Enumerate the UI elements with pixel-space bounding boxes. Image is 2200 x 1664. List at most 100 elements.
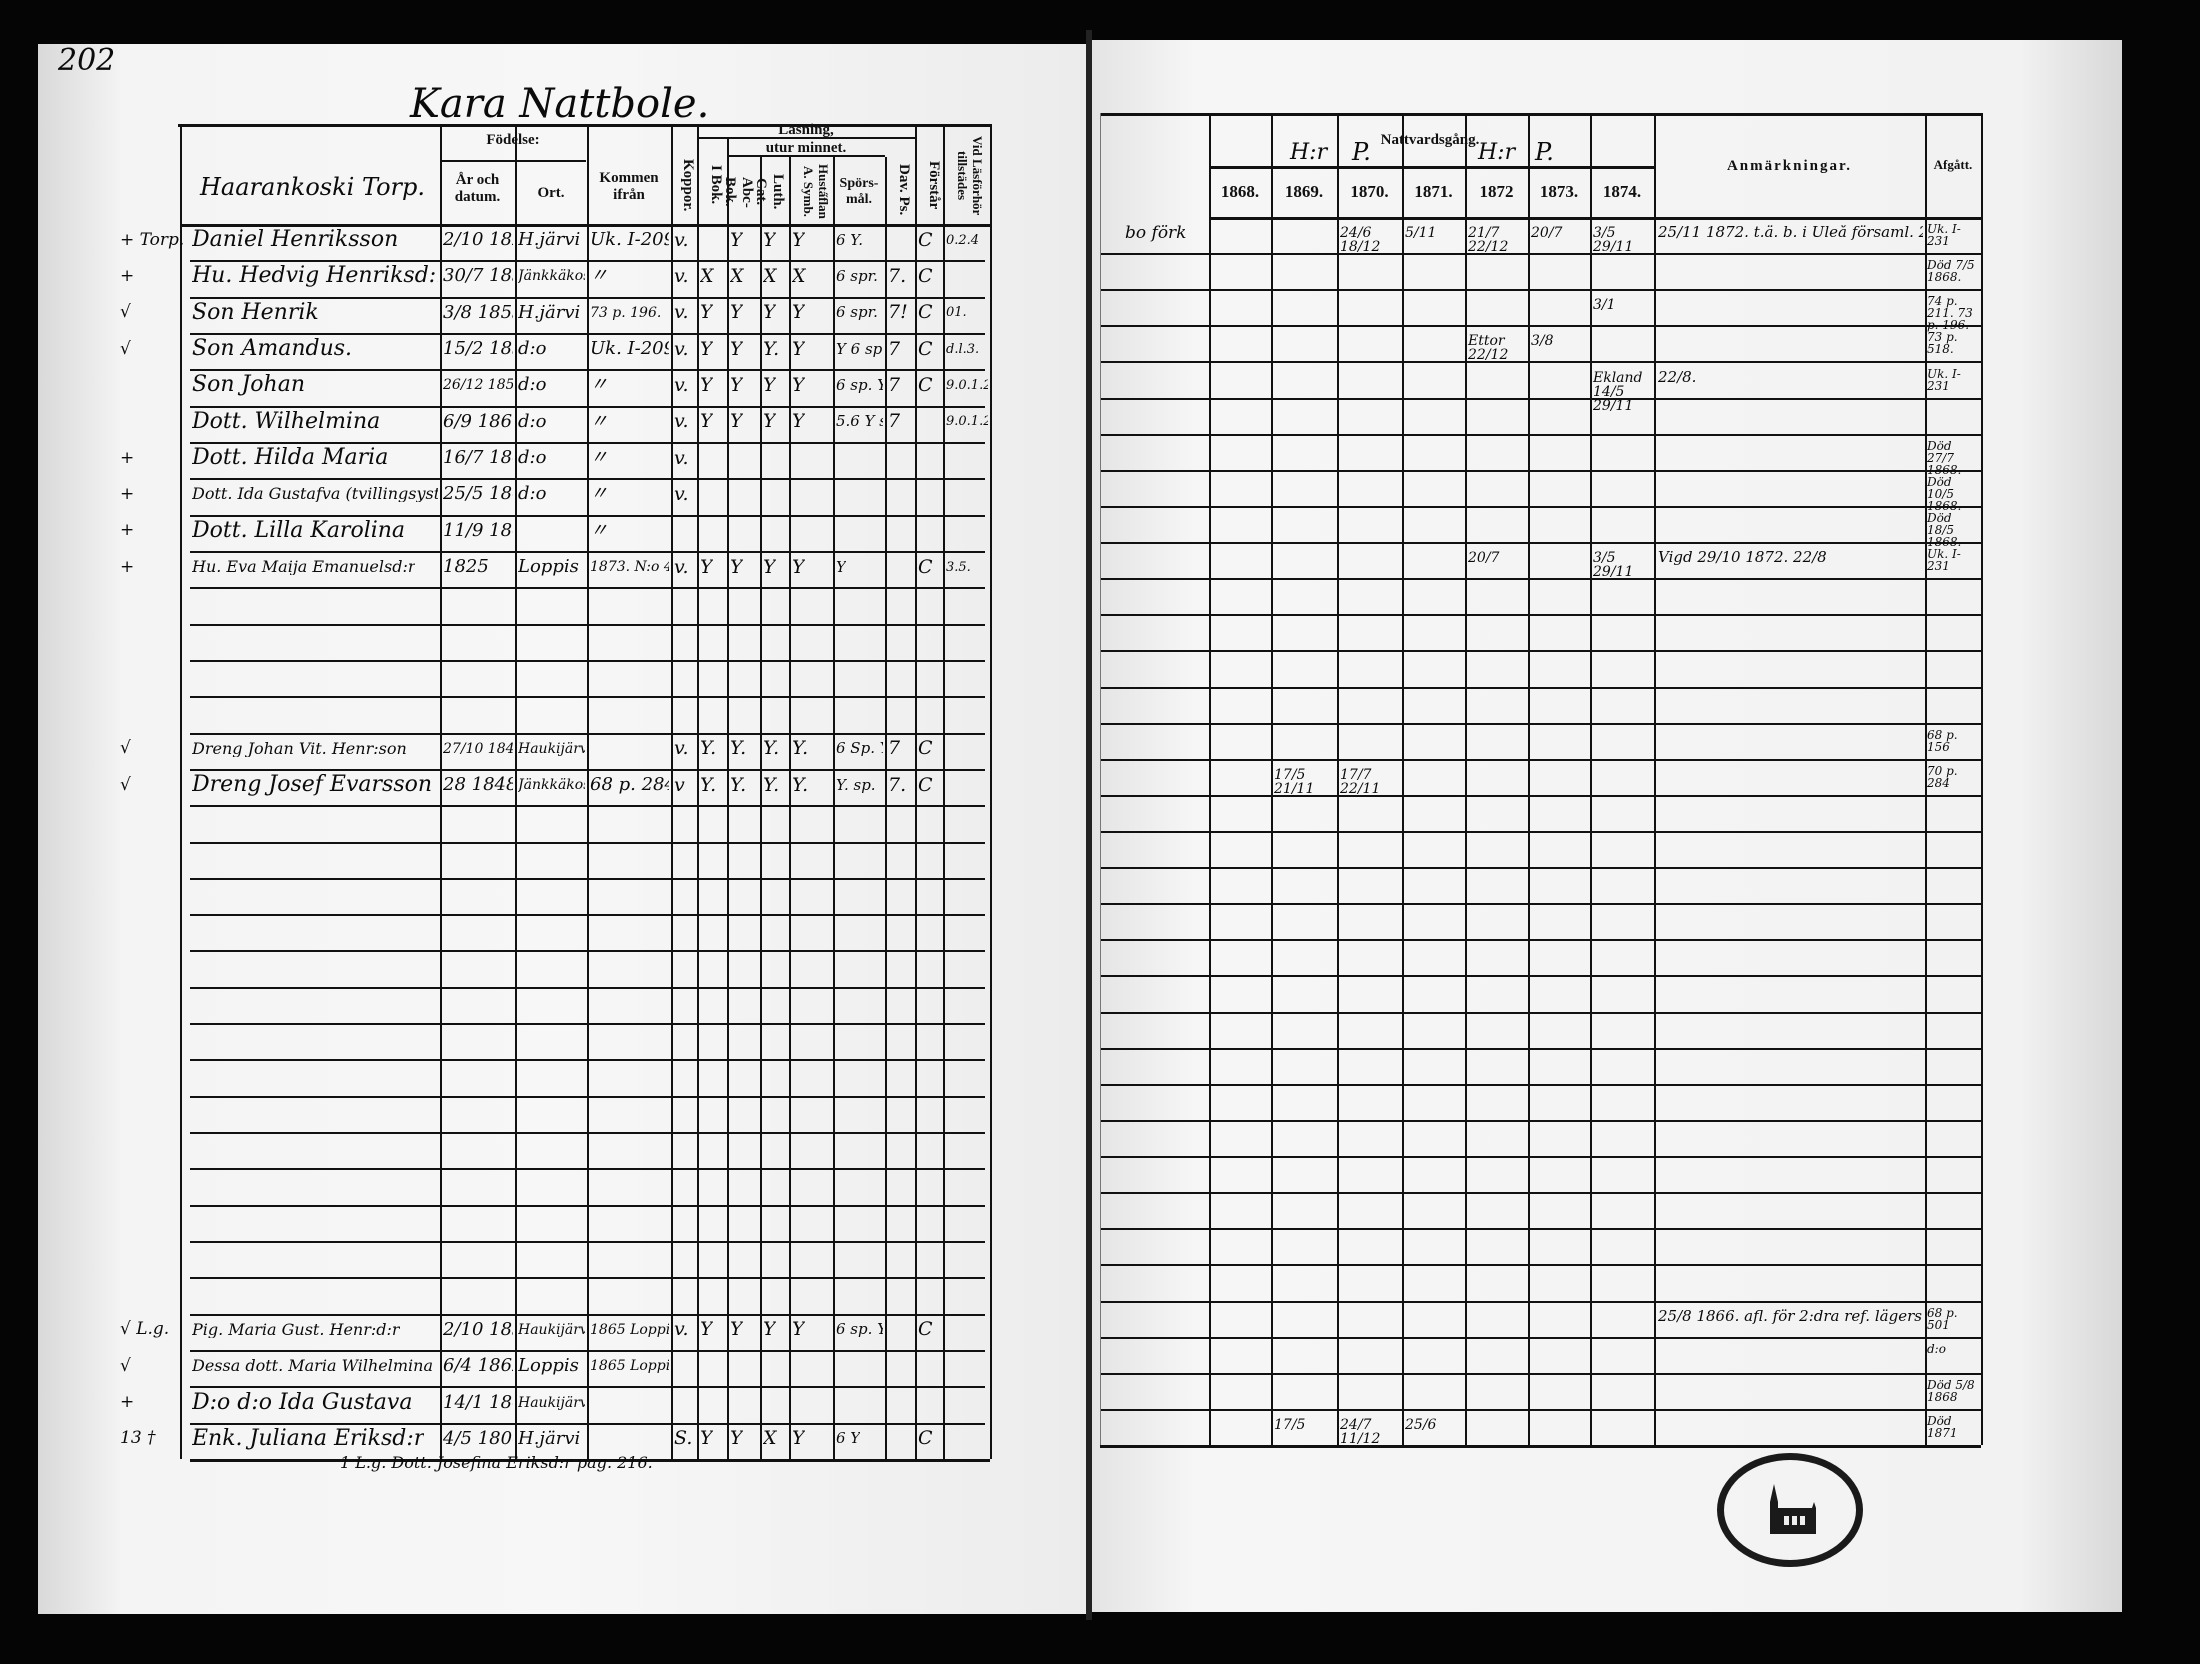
- birth-date: 30/7 1832: [443, 267, 513, 285]
- forstar: C: [918, 267, 933, 286]
- sporsmal: 6 spr. Y: [836, 269, 883, 284]
- person-name: Hu. Eva Maija Emanuelsd:r: [192, 559, 416, 575]
- column-line: [180, 124, 182, 1459]
- column-line: [990, 124, 992, 1459]
- abc-bok: Y: [730, 558, 743, 577]
- row-line: [1100, 361, 1981, 363]
- pre-note: bo förk: [1125, 223, 1187, 243]
- communion-date-1874: Ekland 14/5 29/11: [1593, 370, 1643, 414]
- row-line: [1100, 1156, 1981, 1158]
- header-koppor: Koppor.: [680, 158, 696, 212]
- koppor: v.: [674, 449, 689, 468]
- remark: 25/11 1872. t.ä. b. i Uleå församl. 22/8: [1658, 225, 1923, 240]
- communion-date-1872: Ettor 22/12: [1468, 333, 1509, 363]
- row-line: [1100, 470, 1981, 472]
- column-line: [760, 157, 762, 1459]
- communion-date-1872: 21/7 22/12: [1468, 225, 1509, 255]
- column-line: [697, 124, 699, 1459]
- hustaflan: X: [792, 267, 806, 286]
- communion-date-1874: 3/1: [1593, 297, 1616, 313]
- birth-place: Haukijärvi: [518, 1396, 585, 1410]
- luth-cat: Y: [763, 376, 776, 395]
- hustaflan: Y: [792, 376, 805, 395]
- row-line: [1100, 795, 1981, 797]
- afgatt: 70 p. 284: [1927, 764, 1958, 790]
- i-bok: X: [700, 267, 714, 286]
- person-name: Dott. Ida Gustafva (tvillingsyster): [192, 486, 438, 502]
- person-name: Son Johan: [192, 374, 305, 396]
- birth-place: Jänkkäkoski: [518, 269, 585, 283]
- birth-place: H.järvi: [518, 304, 581, 322]
- hustaflan: Y: [792, 231, 805, 250]
- birth-date: 14/1 1866: [443, 1394, 513, 1412]
- vid-lasforhor: d.l.3.: [946, 343, 980, 356]
- header-vid-lasforhor: Vid Läsförhör tillstädes: [955, 136, 985, 216]
- column-line: [1925, 113, 1927, 1445]
- row-mark: +: [120, 266, 135, 286]
- came-from: 68 p. 284: [590, 776, 669, 794]
- sporsmal: 6 Y: [836, 1431, 861, 1446]
- sporsmal: 6 Sp. Y: [836, 741, 883, 756]
- column-line: [1337, 113, 1339, 1445]
- column-line: [1271, 113, 1273, 1445]
- row-line: [1100, 1445, 1981, 1448]
- row-line: [1100, 1228, 1981, 1230]
- i-bok: Y.: [700, 739, 717, 758]
- person-name: Dreng Josef Evarsson: [192, 774, 433, 796]
- vid-lasforhor: 01.: [946, 306, 967, 319]
- forstar: C: [918, 558, 933, 577]
- came-from: 〃: [590, 267, 608, 285]
- remark: Vigd 29/10 1872. 22/8: [1658, 550, 1827, 565]
- communion-date-1873: 20/7: [1531, 225, 1563, 241]
- header-divider: [727, 155, 885, 157]
- forstar: C: [918, 376, 933, 395]
- birth-date: 4/5 1800: [443, 1430, 513, 1448]
- row-line: [1100, 1084, 1981, 1086]
- header-luth-cat: Luth. Cat.: [752, 174, 786, 210]
- row-mark: √: [120, 302, 131, 322]
- header-year: 1873.: [1539, 182, 1579, 201]
- abc-bok: Y: [730, 376, 743, 395]
- communion-date-1869: 17/5 21/11: [1274, 767, 1315, 797]
- header-divider: [440, 160, 586, 162]
- household-name: Haarankoski Torp.: [200, 173, 425, 201]
- header-year: 1871.: [1414, 182, 1453, 201]
- birth-date: 3/8 1853: [443, 304, 513, 322]
- birth-date: 15/2 1856: [443, 340, 513, 358]
- row-line: [1100, 939, 1981, 941]
- koppor: v.: [674, 1320, 689, 1339]
- hustaflan: Y: [792, 303, 805, 322]
- column-line: [727, 139, 729, 1459]
- page-title: Kara Nattbole.: [410, 81, 710, 127]
- communion-date-1873: 3/8: [1531, 333, 1554, 349]
- koppor: S.: [674, 1429, 693, 1448]
- church-icon: [1770, 1484, 1816, 1534]
- row-line: [190, 1459, 990, 1462]
- row-line: [1100, 253, 1981, 255]
- birth-date: 25/5 1865: [443, 485, 513, 503]
- abc-bok: X: [730, 267, 744, 286]
- column-line: [1402, 113, 1404, 1445]
- right-page: [1092, 40, 2122, 1612]
- luth-cat: Y: [763, 1320, 776, 1339]
- abc-bok: Y: [730, 1320, 743, 1339]
- birth-place: d:o: [518, 449, 547, 467]
- header-sporsmal: Spörs-mål.: [839, 176, 879, 208]
- afgatt: d:o: [1927, 1342, 1946, 1356]
- book-spine: [1086, 30, 1092, 1620]
- came-from: Uk. I-209: [590, 231, 669, 249]
- birth-place: d:o: [518, 485, 547, 503]
- i-bok: Y: [700, 412, 713, 431]
- birth-date: 2/10 1825: [443, 231, 513, 249]
- communion-date-1870: 24/7 11/12: [1340, 1417, 1381, 1447]
- column-line: [587, 124, 589, 1459]
- luth-cat: Y: [763, 231, 776, 250]
- birth-date: 2/10 1837: [443, 1321, 513, 1339]
- luth-cat: Y: [763, 558, 776, 577]
- abc-bok: Y: [730, 340, 743, 359]
- communion-date-1870: 17/7 22/11: [1340, 767, 1381, 797]
- header-dav-ps: Dav. Ps.: [896, 164, 912, 216]
- birth-place: H.järvi: [518, 1430, 581, 1448]
- koppor: v.: [674, 267, 689, 286]
- koppor: v.: [674, 558, 689, 577]
